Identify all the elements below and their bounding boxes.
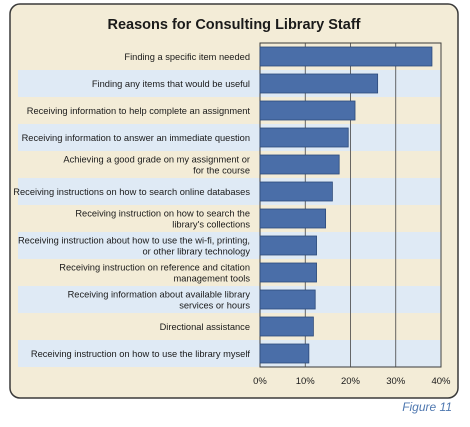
category-label: Finding a specific item needed [124, 52, 250, 62]
bars [259, 46, 433, 364]
bar [259, 46, 433, 67]
row-band [18, 232, 441, 259]
bar [259, 343, 310, 364]
row-band [18, 124, 441, 151]
x-tick-label: 30% [386, 376, 406, 387]
category-label: Receiving instruction about how to use t… [18, 236, 250, 246]
bar [259, 289, 316, 310]
category-label: management tools [174, 274, 251, 284]
category-label: services or hours [179, 301, 250, 311]
category-label: or other library technology [143, 247, 251, 257]
bar [259, 100, 356, 121]
bar [259, 208, 327, 229]
x-tick-label: 10% [296, 376, 316, 387]
bar [259, 235, 317, 256]
category-label: Directional assistance [160, 322, 250, 332]
category-label: Receiving instruction on how to use the … [31, 349, 251, 359]
bar [259, 181, 333, 202]
category-label: Receiving information to help complete a… [27, 106, 251, 116]
category-label: Achieving a good grade on my assignment … [63, 155, 250, 165]
bar [259, 316, 314, 337]
gridlines [304, 43, 442, 367]
figure-caption: Figure 11 [402, 400, 452, 414]
category-label: for the course [193, 166, 250, 176]
x-tick-label: 0% [253, 376, 267, 387]
category-label: library's collections [172, 220, 250, 230]
category-labels: Finding a specific item needed Finding an… [13, 52, 250, 359]
category-label: Receiving information about available li… [68, 290, 251, 300]
x-tick-label: 20% [341, 376, 361, 387]
category-label: Finding any items that would be useful [92, 79, 250, 89]
category-label: Receiving information to answer an immed… [22, 133, 250, 143]
bar [259, 262, 317, 283]
x-tick-label: 40% [431, 376, 451, 387]
bar [259, 127, 349, 148]
bar [259, 154, 340, 175]
bar [259, 73, 379, 94]
row-band [18, 340, 441, 367]
category-label: Receiving instructions on how to search … [13, 187, 250, 197]
row-band [18, 286, 441, 313]
category-label: Receiving instruction on reference and c… [59, 263, 250, 273]
row-band [18, 178, 441, 205]
chart-title: Reasons for Consulting Library Staff [108, 17, 361, 33]
category-label: Receiving instruction on how to search t… [75, 209, 250, 219]
x-tick-labels: 0% 10% 20% 30% 40% [253, 376, 451, 387]
